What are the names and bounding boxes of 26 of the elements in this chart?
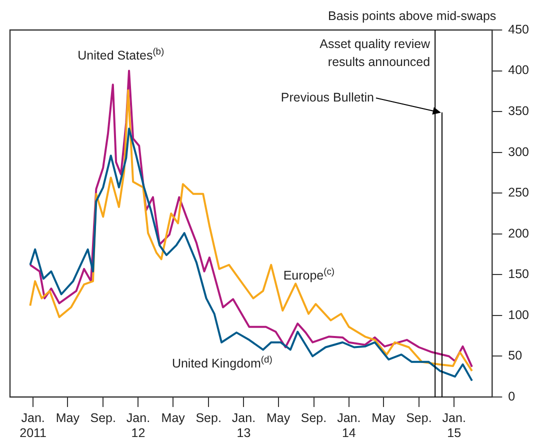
x-tick-label: Jan. 12: [126, 410, 150, 440]
x-tick-label: Jan. 13: [232, 410, 256, 440]
x-tick-label: May: [266, 410, 291, 425]
y-tick-label: 0: [508, 389, 516, 404]
y-tick-label: 450: [508, 22, 530, 36]
x-tick-label: Sep.: [196, 410, 222, 425]
x-tick-label: Jan. 15: [442, 410, 466, 440]
y-tick-label: 400: [508, 63, 530, 78]
annotation: Previous Bulletin: [280, 90, 374, 105]
x-tick-label: May: [161, 410, 186, 425]
y-tick-label: 150: [508, 267, 530, 282]
x-tick-label: May: [372, 410, 396, 425]
y-tick-label: 50: [508, 348, 522, 363]
x-tick-label: Sep.: [90, 410, 116, 425]
x-tick-label: May: [56, 410, 80, 425]
x-tick-label: Jan. 2011: [20, 410, 47, 440]
y-tick-label: 100: [508, 308, 530, 322]
y-axis-title: Basis points above mid-swaps: [328, 9, 496, 23]
y-tick-label: 250: [508, 186, 530, 200]
ref-line-label: Asset quality review results announced: [320, 37, 432, 69]
y-tick-label: 300: [508, 144, 530, 159]
x-tick-label: Jan. 14: [337, 410, 361, 440]
x-tick-label: Sep.: [406, 410, 432, 425]
y-tick-label: 200: [508, 226, 530, 240]
y-tick-label: 350: [508, 104, 530, 118]
x-tick-label: Sep.: [300, 410, 327, 425]
